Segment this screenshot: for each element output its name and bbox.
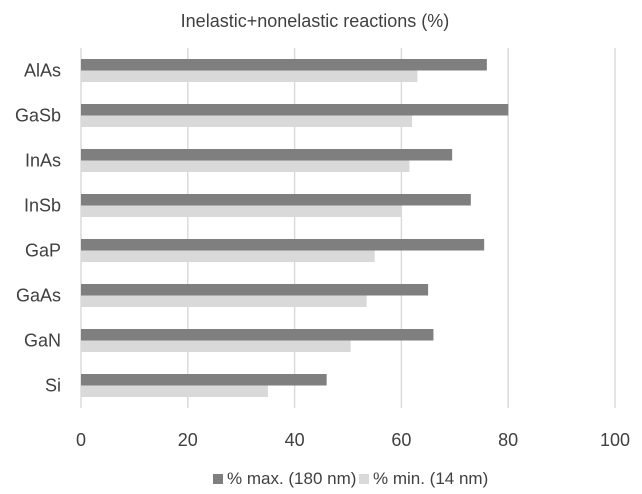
legend-label: % min. (14 nm) bbox=[373, 469, 488, 488]
x-tick-label: 80 bbox=[498, 430, 518, 450]
bar-max-gaas bbox=[81, 284, 429, 296]
legend-label: % max. (180 nm) bbox=[227, 469, 356, 488]
legend-swatch bbox=[359, 474, 369, 484]
x-tick-label: 60 bbox=[391, 430, 411, 450]
category-label: InSb bbox=[24, 196, 61, 216]
x-tick-labels: 0 20 40 60 80 100 bbox=[76, 430, 630, 450]
category-label: Si bbox=[45, 376, 61, 396]
bar-max-gasb bbox=[81, 104, 509, 116]
category-label: GaSb bbox=[15, 106, 61, 126]
bar-min-si bbox=[81, 385, 268, 397]
bar-min-gaas bbox=[81, 295, 367, 307]
gridlines bbox=[80, 48, 616, 408]
x-tick-label: 20 bbox=[178, 430, 198, 450]
bar-max-insb bbox=[81, 194, 471, 206]
bar-min-inas bbox=[81, 160, 410, 172]
bar-min-gasb bbox=[81, 115, 413, 127]
x-tick-label: 0 bbox=[76, 430, 86, 450]
bar-min-gap bbox=[81, 250, 375, 262]
bar-max-alas bbox=[81, 59, 487, 71]
category-label: GaAs bbox=[16, 286, 61, 306]
category-label: GaN bbox=[24, 331, 61, 351]
bar-max-si bbox=[81, 374, 327, 386]
bars bbox=[81, 59, 509, 397]
legend-swatch bbox=[213, 474, 223, 484]
chart-title: Inelastic+nonelastic reactions (%) bbox=[181, 11, 450, 31]
bar-max-inas bbox=[81, 149, 453, 161]
x-tick-label: 100 bbox=[600, 430, 630, 450]
category-label: InAs bbox=[25, 151, 61, 171]
category-labels: AlAs GaSb InAs InSb GaP GaAs GaN Si bbox=[15, 61, 61, 396]
bar-max-gan bbox=[81, 329, 434, 341]
bar-min-alas bbox=[81, 70, 418, 82]
legend: % max. (180 nm) % min. (14 nm) bbox=[213, 469, 488, 488]
bar-min-insb bbox=[81, 205, 402, 217]
bar-max-gap bbox=[81, 239, 485, 251]
bar-min-gan bbox=[81, 340, 351, 352]
category-label: GaP bbox=[25, 241, 61, 261]
x-tick-label: 40 bbox=[285, 430, 305, 450]
category-label: AlAs bbox=[24, 61, 61, 81]
